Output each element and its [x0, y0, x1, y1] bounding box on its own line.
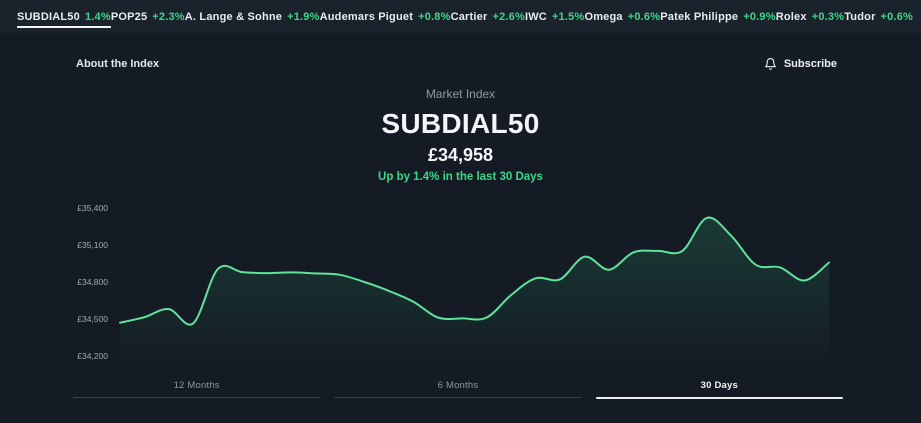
range-tabs: 12 Months 6 Months 30 Days: [0, 380, 921, 399]
index-title: SUBDIAL50: [381, 108, 540, 139]
tab-label: 12 Months: [173, 380, 220, 391]
ticker-item-name: Omega: [584, 10, 623, 23]
ticker-item-change: +2.6%: [492, 10, 525, 23]
ticker-item-change: +0.9%: [743, 10, 776, 23]
y-axis-label: £34,500: [77, 314, 108, 324]
about-the-index-link[interactable]: About the Index: [76, 58, 160, 70]
tab-underline: [73, 397, 321, 398]
ticker-item-name: POP25: [110, 10, 148, 23]
ticker-item-rolex[interactable]: Rolex +0.3%: [776, 0, 844, 33]
ticker-item-change: +0.6%: [627, 10, 661, 23]
ticker-item-iwc[interactable]: IWC +1.5%: [525, 0, 584, 33]
ticker-item-tudor[interactable]: Tudor +0.6%: [844, 0, 913, 33]
ticker-item-change: 1.4%: [84, 10, 111, 23]
subheader: About the Index Subscribe: [0, 55, 921, 73]
tab-12-months[interactable]: 12 Months: [73, 380, 321, 399]
ticker-item-pop25[interactable]: POP25 +2.3%: [111, 0, 185, 33]
y-axis-label: £34,800: [77, 277, 108, 287]
y-axis-label: £35,400: [77, 203, 108, 213]
subscribe-button[interactable]: Subscribe: [764, 57, 837, 71]
ticker-item-name: Rolex: [775, 10, 807, 23]
tab-label: 30 Days: [700, 380, 738, 391]
ticker-item-name: A. Lange & Sohne: [184, 10, 283, 23]
index-value: £34,958: [427, 145, 494, 165]
ticker-item-patek-philippe[interactable]: Patek Philippe +0.9%: [660, 0, 776, 33]
tab-30-days[interactable]: 30 Days: [595, 380, 843, 399]
ticker-item-a-lange-sohne[interactable]: A. Lange & Sohne +1.9%: [185, 0, 320, 33]
ticker-bar: SUBDIAL50 1.4% POP25 +2.3% A. Lange & Sohne +…: [0, 0, 921, 33]
ticker-item-name: Cartier: [450, 10, 488, 23]
index-chart[interactable]: £35,400 £35,100 £34,800 £34,500 £34,200: [0, 194, 921, 372]
ticker-item-name: Audemars Piguet: [319, 10, 414, 23]
ticker-item-name: SUBDIAL50: [17, 10, 80, 23]
ticker-item-change: +2.3%: [152, 10, 185, 23]
market-index-eyebrow: Market Index: [425, 87, 496, 101]
ticker-item-change: +1.9%: [287, 10, 320, 23]
ticker-item-subdial50[interactable]: SUBDIAL50 1.4%: [17, 0, 111, 33]
tab-label: 6 Months: [437, 380, 479, 391]
ticker-item-change: +0.3%: [811, 10, 845, 23]
index-hero: Market Index SUBDIAL50 £34,958 Up by 1.4…: [0, 87, 921, 184]
bell-icon: [764, 57, 777, 71]
ticker-item-change: +0.6%: [880, 10, 914, 23]
ticker-item-cartier[interactable]: Cartier +2.6%: [451, 0, 525, 33]
tab-underline: [334, 397, 582, 398]
ticker-item-change: +1.5%: [551, 10, 585, 23]
ticker-item-audemars-piguet[interactable]: Audemars Piguet +0.8%: [320, 0, 451, 33]
chart-svg[interactable]: £35,400 £35,100 £34,800 £34,500 £34,200: [0, 194, 921, 372]
ticker-item-omega[interactable]: Omega +0.6%: [584, 0, 660, 33]
tab-6-months[interactable]: 6 Months: [334, 380, 582, 399]
ticker-item-change: +0.8%: [418, 10, 451, 23]
index-change-caption: Up by 1.4% in the last 30 Days: [378, 171, 543, 183]
chart-line: [119, 216, 830, 326]
y-axis-label: £34,200: [77, 351, 108, 361]
subscribe-label: Subscribe: [783, 58, 837, 70]
tab-underline: [595, 397, 843, 399]
chart-area-fill: [120, 217, 829, 370]
ticker-item-name: IWC: [524, 10, 547, 23]
ticker-item-name: Patek Philippe: [660, 10, 739, 23]
y-axis-label: £35,100: [77, 240, 108, 250]
ticker-item-name: Tudor: [844, 10, 876, 23]
